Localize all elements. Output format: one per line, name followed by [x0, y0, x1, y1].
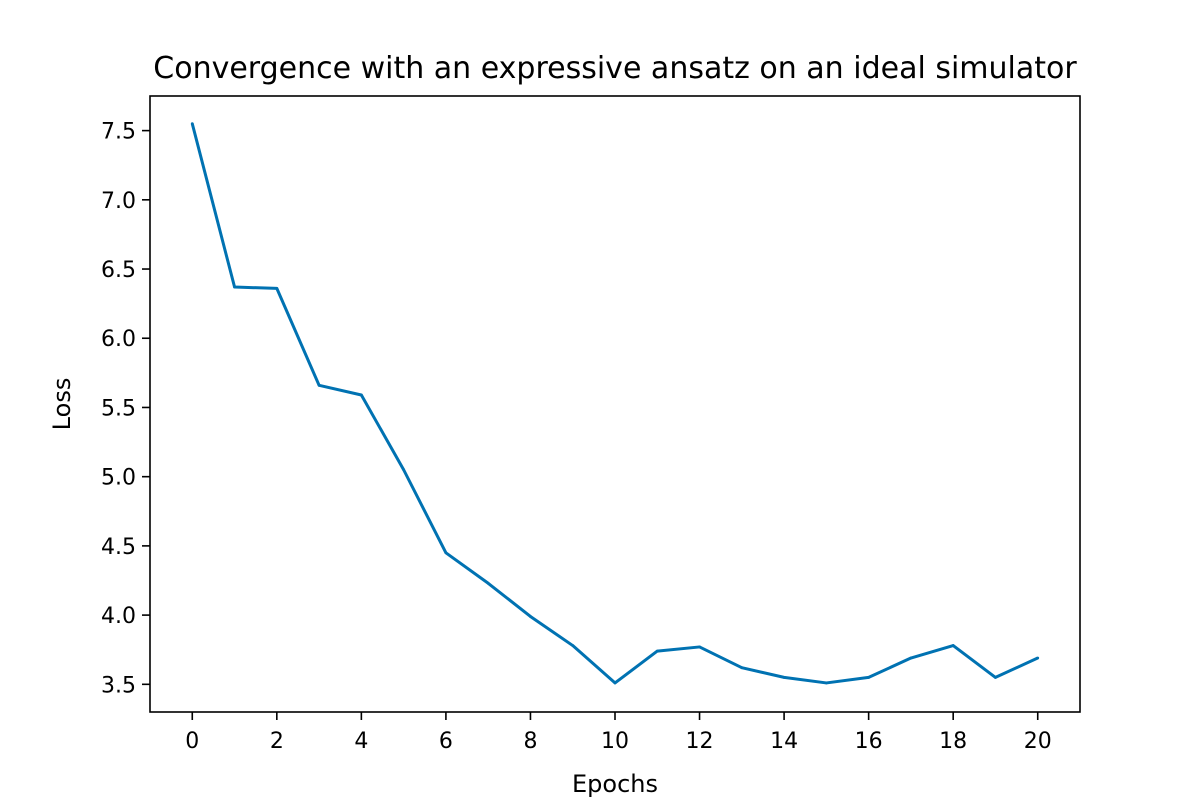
data-point — [740, 666, 744, 670]
y-tick-label: 5.5 — [101, 396, 136, 421]
y-tick-label: 7.0 — [101, 189, 136, 214]
data-point — [275, 287, 279, 290]
data-point — [444, 551, 448, 555]
data-point — [529, 615, 532, 618]
y-tick-label: 6.5 — [101, 258, 136, 283]
data-point — [698, 645, 701, 649]
data-point — [571, 644, 575, 647]
data-point — [951, 644, 955, 647]
x-tick-label: 4 — [354, 729, 368, 754]
y-tick-label: 4.0 — [101, 604, 136, 629]
x-axis-label: Epochs — [572, 770, 658, 798]
y-axis: 3.5 4.0 4.5 5.0 5.5 6.0 6.5 7.0 7.5 — [101, 120, 150, 698]
x-tick-label: 14 — [770, 729, 798, 754]
y-tick-label: 5.0 — [101, 466, 136, 491]
y-tick-label: 7.5 — [101, 120, 136, 145]
x-tick-label: 16 — [855, 729, 883, 754]
data-point — [824, 681, 828, 685]
data-point — [909, 656, 913, 660]
y-tick-label: 6.0 — [101, 327, 136, 352]
data-point — [994, 675, 997, 679]
x-axis: 0 2 4 6 8 10 12 14 16 18 20 — [185, 712, 1052, 754]
data-point — [359, 393, 363, 397]
x-tick-label: 0 — [185, 729, 199, 754]
data-point — [655, 649, 659, 653]
chart-title: Convergence with an expressive ansatz on… — [153, 51, 1077, 86]
data-point — [486, 581, 490, 585]
data-point — [402, 468, 406, 472]
plot-area — [190, 122, 1040, 685]
data-point — [233, 285, 236, 289]
y-tick-label: 3.5 — [101, 673, 136, 698]
y-tick-label: 4.5 — [101, 535, 136, 560]
x-tick-label: 12 — [686, 729, 714, 754]
data-point — [190, 122, 194, 126]
plot-frame — [149, 95, 1081, 713]
x-tick-label: 20 — [1024, 729, 1052, 754]
data-point — [613, 681, 617, 685]
data-point — [1036, 656, 1040, 660]
data-point — [317, 383, 321, 387]
x-tick-label: 10 — [601, 729, 629, 754]
series-line — [190, 123, 1039, 685]
x-tick-label: 6 — [439, 729, 453, 754]
x-tick-label: 18 — [939, 729, 967, 754]
data-point — [867, 675, 871, 679]
data-point — [782, 675, 786, 679]
x-tick-label: 2 — [270, 729, 284, 754]
y-axis-label: Loss — [48, 378, 76, 431]
x-tick-label: 8 — [523, 729, 537, 754]
